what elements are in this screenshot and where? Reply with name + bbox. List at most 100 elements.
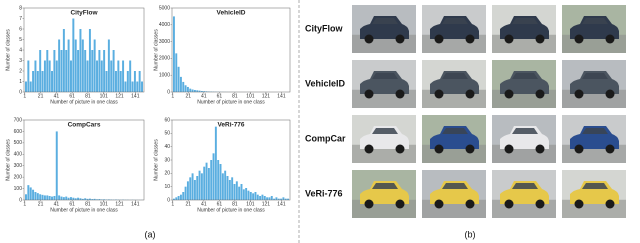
bar [284,198,287,200]
plot-frame [23,119,145,201]
car-body [570,181,619,204]
y-tick-label: 30 [164,157,170,163]
y-tick-label: 10 [164,184,170,190]
panel-label: (a) [145,229,156,239]
bar [275,197,278,200]
car-wheel [434,34,444,44]
car-wheel [605,199,615,209]
car-wheel [574,34,584,44]
y-tick-label: 4000 [159,22,170,28]
y-tick-label: 100 [14,186,23,192]
y-tick-label: 400 [14,152,23,158]
car-window [442,128,468,134]
bar [182,81,185,92]
bar [91,199,94,200]
x-tick-label: 41 [54,201,60,207]
x-tick-label: 121 [115,201,124,207]
bar [51,196,54,200]
bar [43,60,46,92]
bar [53,196,56,200]
bar [240,184,243,200]
bar [191,89,194,92]
bar [203,166,206,200]
car-window [582,183,608,189]
bar [41,194,44,200]
car-wheel [605,89,615,99]
car-wheel [434,89,444,99]
car-window [442,183,468,189]
bar [133,71,136,92]
bar [79,198,82,200]
car-window [512,73,538,79]
bar [177,66,180,92]
bar [53,50,56,92]
vehicle-photo [562,5,626,53]
x-axis-label: Number of picture in one class [197,99,265,105]
bar [36,71,39,92]
car-window [582,128,608,134]
bar [119,71,122,92]
bar [100,199,103,200]
y-tick-label: 5000 [159,5,170,11]
bar [193,89,196,92]
bar [51,71,54,92]
car-wheel [395,144,405,154]
car-wheel [364,144,374,154]
row-label: CompCar [305,133,346,143]
bar [287,198,290,200]
car-body [500,71,549,94]
bar [126,71,129,92]
bar [55,60,58,92]
x-tick-label: 141 [277,201,286,207]
bar [77,197,80,200]
bar [131,81,134,92]
bar [226,176,229,200]
bar [129,60,132,92]
y-tick-label: 0 [167,89,170,95]
x-tick-label: 61 [69,201,75,207]
bar [238,186,241,200]
bar [36,193,39,200]
car-wheel [504,89,514,99]
y-tick-label: 2 [19,68,22,74]
bar [175,53,178,92]
car-wheel [395,89,405,99]
y-tick-label: 300 [14,163,23,169]
car-wheel [574,144,584,154]
bar [65,196,68,200]
x-tick-label: 61 [217,201,223,207]
car-body [500,16,549,39]
car-window [372,183,398,189]
x-axis-label: Number of picture in one class [197,207,265,213]
bar [96,60,99,92]
vehicle-photo [562,170,626,218]
plot-frame [171,7,291,93]
vehicle-photo [422,5,486,53]
x-tick-label: 1 [171,201,174,207]
y-axis-label: Number of classes [153,29,159,71]
x-tick-label: 21 [38,93,44,99]
car-body [430,71,479,94]
y-axis-label: Number of classes [153,139,159,181]
bar [224,170,227,200]
x-tick-label: 141 [131,201,140,207]
car-body [360,126,409,149]
y-axis-label: Number of classes [5,139,11,181]
bar [138,71,141,92]
vehicle-photo [352,170,416,218]
bar [110,60,113,92]
y-tick-label: 40 [164,144,170,150]
bar [280,198,283,200]
x-tick-label: 81 [85,201,91,207]
bar [43,195,46,200]
bar [254,192,257,200]
bar [81,198,84,200]
bar [189,88,192,92]
vehicle-photo [562,115,626,163]
car-wheel [395,199,405,209]
bar [24,194,27,200]
car-body [430,126,479,149]
car-wheel [574,199,584,209]
bar [186,181,189,200]
